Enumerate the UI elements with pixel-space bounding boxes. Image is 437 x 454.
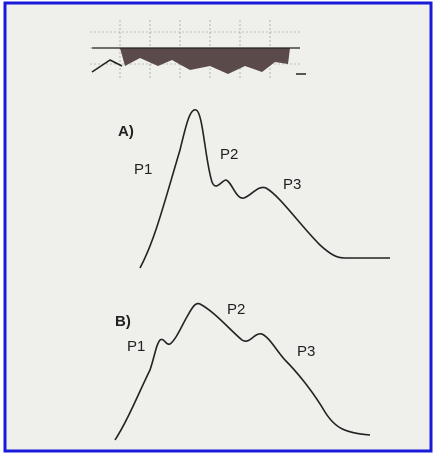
peak-label: P1 [127, 338, 145, 355]
frame [5, 3, 431, 451]
panel-label: A) [118, 123, 134, 140]
peak-label: P2 [220, 146, 238, 163]
peak-label: P2 [227, 301, 245, 318]
page: A) P1 P2 P3 B) P1 P2 P3 [0, 0, 437, 454]
panel-label: B) [115, 313, 131, 330]
peak-label: P3 [297, 343, 315, 360]
peak-label: P1 [134, 161, 152, 178]
peak-label: P3 [283, 176, 301, 193]
